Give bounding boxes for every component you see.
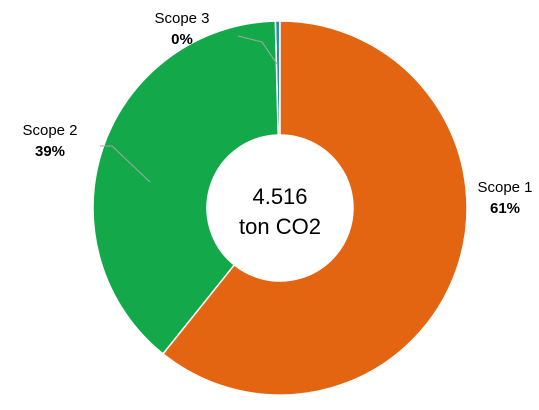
center-unit: ton CO2 (239, 214, 321, 239)
leader-line (237, 35, 278, 65)
slice (161, 20, 468, 396)
slice-value: 0% (171, 31, 193, 48)
slice-label: Scope 1 (477, 179, 532, 196)
slice-value: 39% (35, 143, 65, 160)
slice-label: Scope 2 (22, 122, 77, 139)
slice (92, 20, 279, 355)
slice-label: Scope 3 (154, 10, 209, 27)
leader-line (100, 145, 151, 183)
center-value: 4.516 (252, 184, 307, 209)
slice-value: 61% (490, 200, 520, 217)
